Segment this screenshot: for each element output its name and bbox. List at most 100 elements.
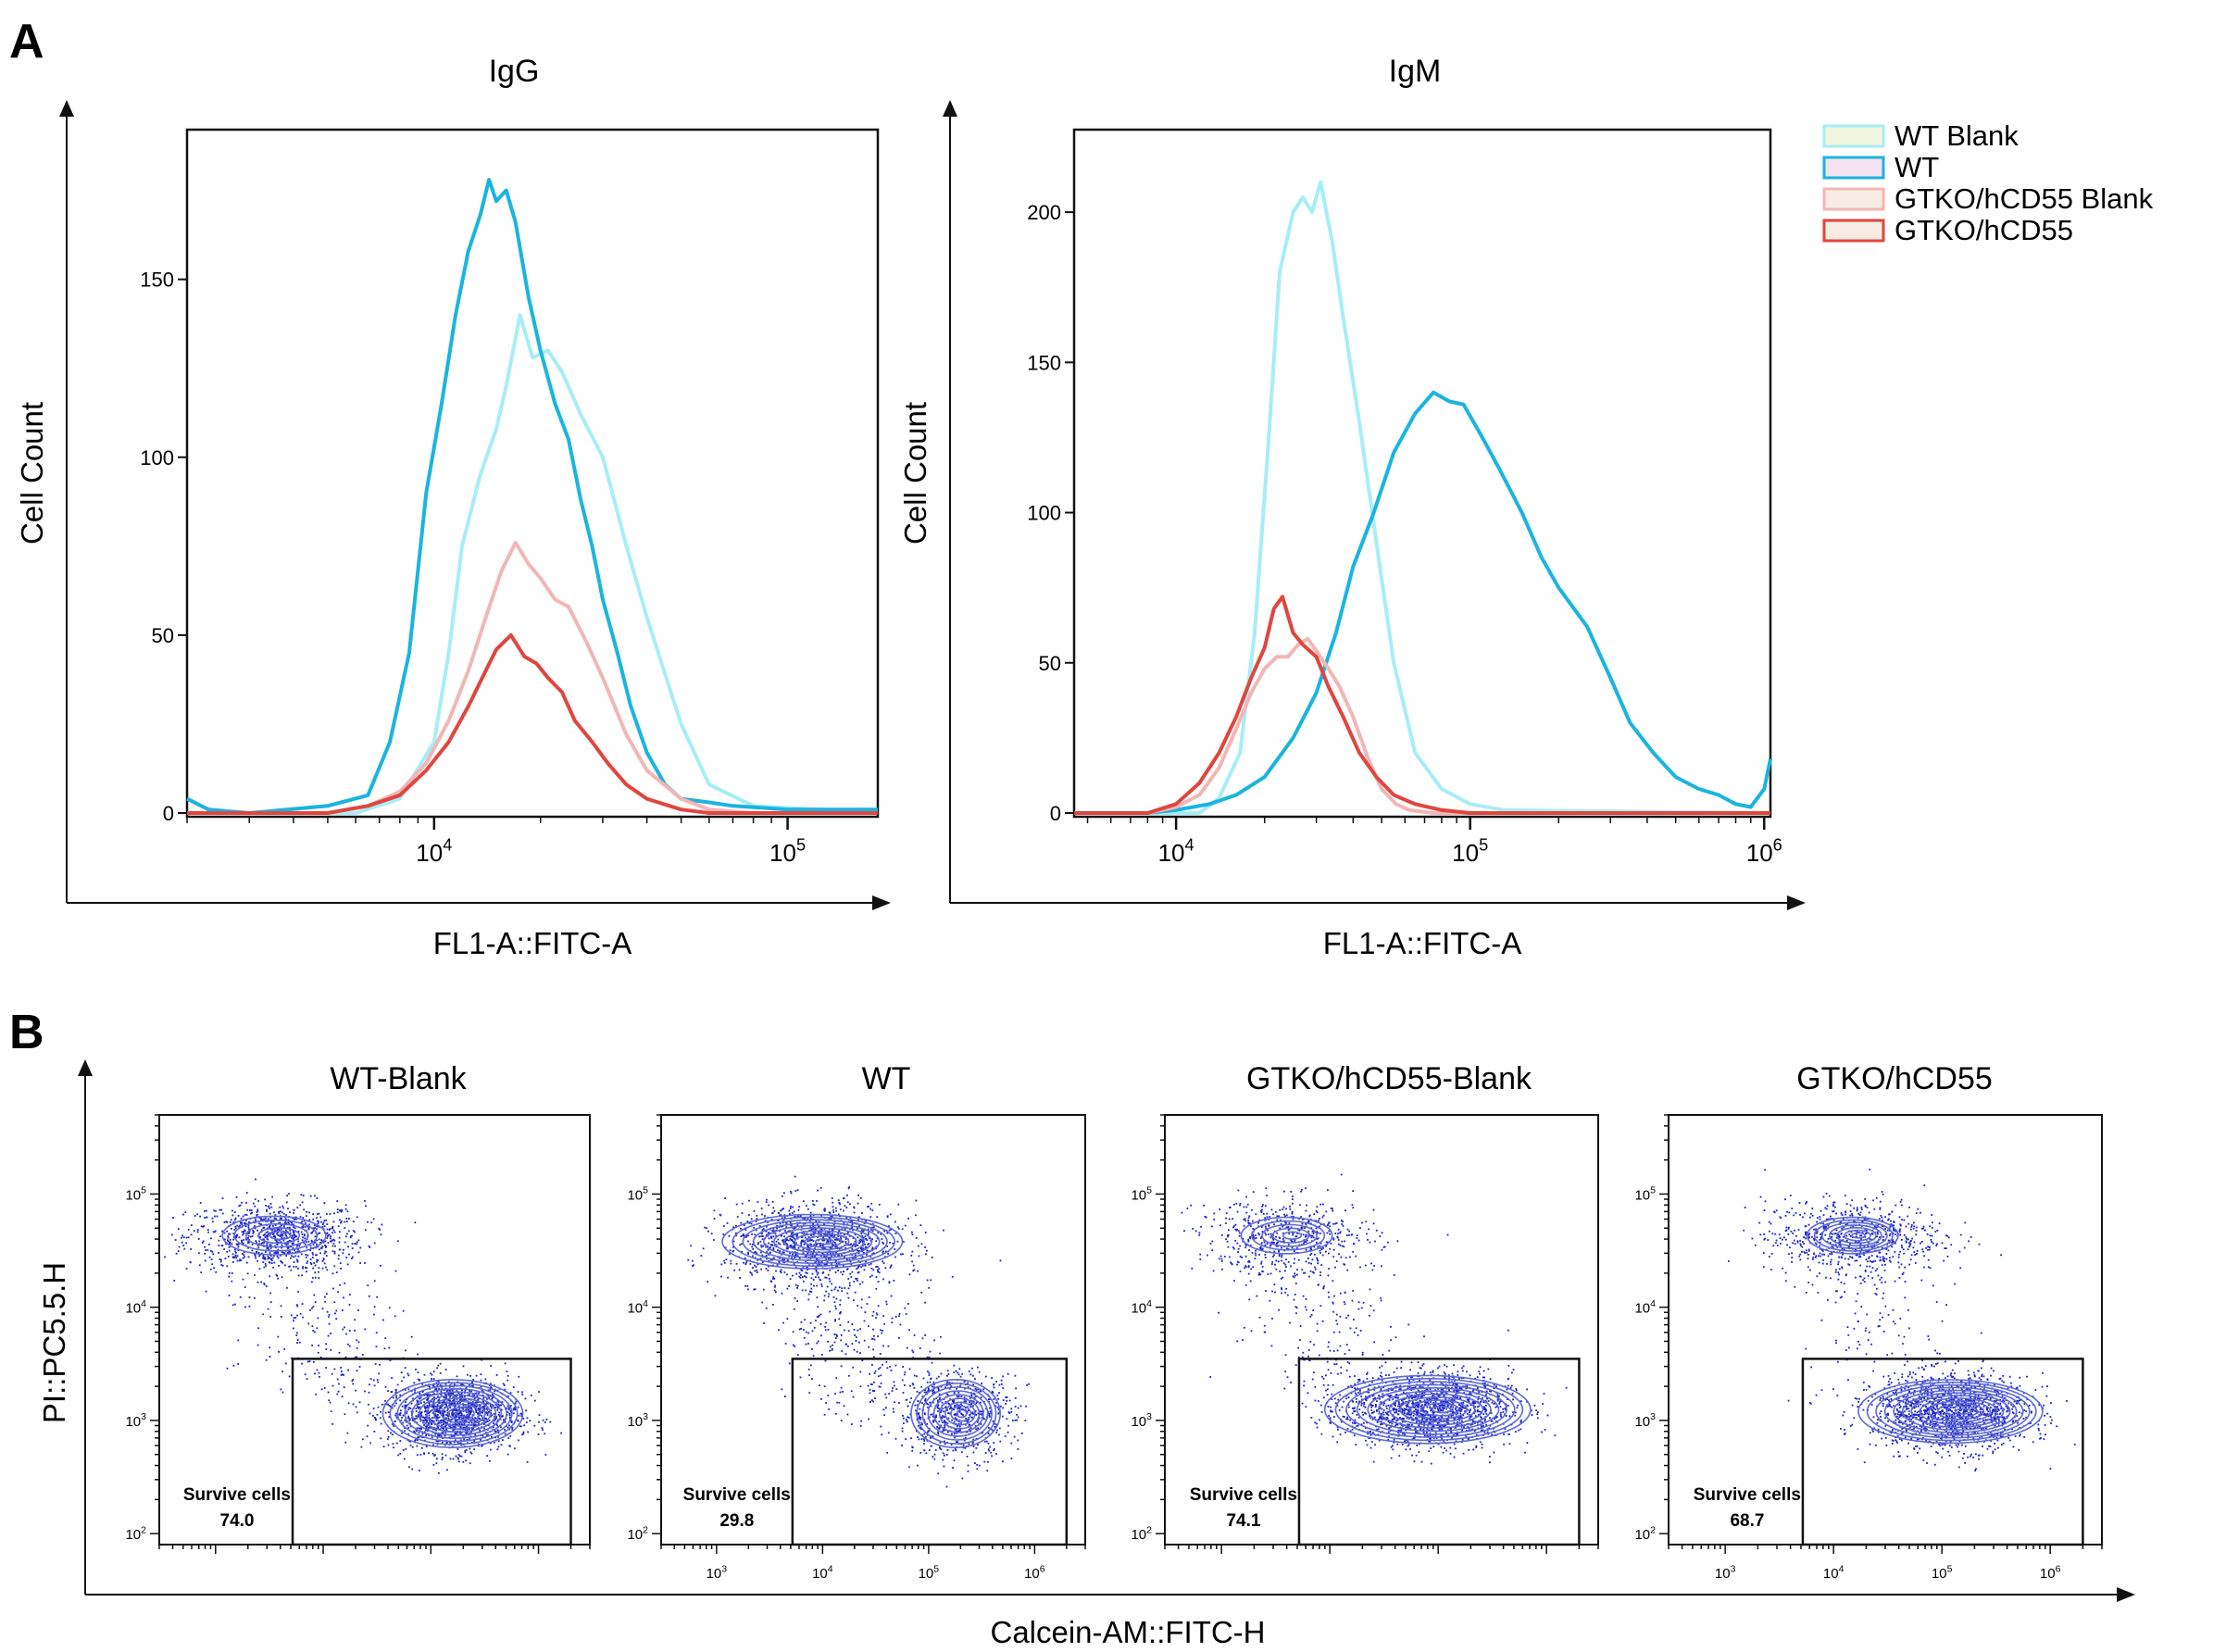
event-dot xyxy=(241,1221,244,1224)
event-dot xyxy=(278,1265,280,1267)
event-dot xyxy=(355,1406,357,1408)
event-dot xyxy=(919,1224,922,1226)
event-dot xyxy=(478,1422,480,1424)
event-dot xyxy=(835,1238,838,1241)
event-dot xyxy=(831,1197,833,1199)
event-dot xyxy=(273,1255,275,1258)
event-dot xyxy=(460,1439,462,1442)
event-dot xyxy=(813,1249,815,1252)
event-dot xyxy=(392,1396,394,1399)
event-dot xyxy=(947,1417,950,1420)
event-dot xyxy=(847,1296,850,1299)
event-dot xyxy=(1010,1410,1013,1413)
event-dot xyxy=(436,1405,439,1407)
event-dot xyxy=(270,1220,273,1222)
event-dot xyxy=(302,1195,305,1196)
event-dot xyxy=(282,1225,285,1228)
event-dot xyxy=(902,1253,904,1256)
event-dot xyxy=(218,1239,220,1242)
event-dot xyxy=(479,1408,481,1410)
event-dot xyxy=(172,1217,174,1219)
x-tick-label-exp: 5 xyxy=(1479,835,1488,854)
y-tick-label: 100 xyxy=(1027,502,1061,525)
event-dot xyxy=(277,1248,280,1251)
event-dot xyxy=(407,1433,410,1435)
event-dot xyxy=(933,1420,936,1421)
event-dot xyxy=(330,1235,331,1238)
event-dot xyxy=(988,1414,991,1417)
event-dot xyxy=(1006,1396,1008,1398)
event-dot xyxy=(373,1431,376,1433)
event-dot xyxy=(961,1451,963,1454)
event-dot xyxy=(351,1247,354,1249)
event-dot xyxy=(429,1420,431,1423)
event-dot xyxy=(1305,1235,1307,1238)
event-dot xyxy=(823,1208,826,1210)
event-dot xyxy=(826,1285,829,1288)
event-dot xyxy=(831,1349,833,1351)
event-dot xyxy=(336,1378,339,1381)
event-dot xyxy=(451,1402,454,1405)
event-dot xyxy=(269,1225,270,1228)
event-dot xyxy=(234,1250,237,1253)
event-dot xyxy=(897,1203,900,1206)
event-dot xyxy=(432,1464,435,1466)
event-dot xyxy=(790,1192,793,1195)
event-dot xyxy=(894,1316,897,1318)
event-dot xyxy=(727,1276,729,1279)
event-dot xyxy=(955,1405,957,1408)
event-dot xyxy=(875,1317,877,1319)
event-dot xyxy=(521,1391,523,1394)
event-dot xyxy=(440,1390,443,1393)
event-dot xyxy=(985,1408,987,1410)
event-dot xyxy=(170,1233,173,1236)
event-dot xyxy=(415,1415,418,1418)
event-dot xyxy=(929,1350,932,1353)
event-dot xyxy=(838,1240,841,1242)
event-dot xyxy=(807,1332,810,1334)
event-dot xyxy=(351,1234,353,1237)
event-dot xyxy=(327,1235,329,1237)
event-dot xyxy=(849,1244,851,1246)
event-dot xyxy=(409,1425,412,1428)
event-dot xyxy=(397,1240,399,1243)
event-dot xyxy=(408,1418,411,1420)
event-dot xyxy=(369,1442,372,1445)
event-dot xyxy=(429,1385,431,1388)
event-dot xyxy=(833,1254,836,1257)
event-dot xyxy=(971,1367,973,1370)
event-dot xyxy=(242,1233,244,1236)
event-dot xyxy=(832,1201,834,1204)
event-dot xyxy=(861,1212,863,1214)
event-dot xyxy=(783,1261,786,1264)
event-dot xyxy=(294,1233,296,1236)
event-dot xyxy=(782,1258,784,1261)
event-dot xyxy=(414,1392,416,1394)
event-dot xyxy=(293,1327,294,1330)
event-dot xyxy=(425,1429,427,1432)
event-dot xyxy=(438,1416,441,1419)
event-dot xyxy=(372,1408,375,1409)
event-dot xyxy=(770,1219,773,1220)
event-dot xyxy=(857,1250,860,1252)
event-dot xyxy=(370,1221,373,1224)
event-dot xyxy=(1002,1407,1005,1409)
event-dot xyxy=(301,1220,304,1223)
event-dot xyxy=(1002,1399,1005,1401)
event-dot xyxy=(493,1422,494,1424)
event-dot xyxy=(968,1409,969,1412)
event-dot xyxy=(235,1236,238,1239)
event-dot xyxy=(418,1411,420,1414)
event-dot xyxy=(807,1343,809,1345)
event-dot xyxy=(1006,1418,1008,1420)
event-dot xyxy=(862,1264,864,1267)
event-dot xyxy=(323,1262,326,1265)
event-dot xyxy=(768,1232,769,1234)
event-dot xyxy=(316,1369,319,1371)
event-dot xyxy=(469,1375,471,1377)
event-dot xyxy=(275,1273,278,1276)
event-dot xyxy=(228,1249,231,1252)
event-dot xyxy=(321,1240,323,1243)
event-dot xyxy=(331,1232,333,1234)
